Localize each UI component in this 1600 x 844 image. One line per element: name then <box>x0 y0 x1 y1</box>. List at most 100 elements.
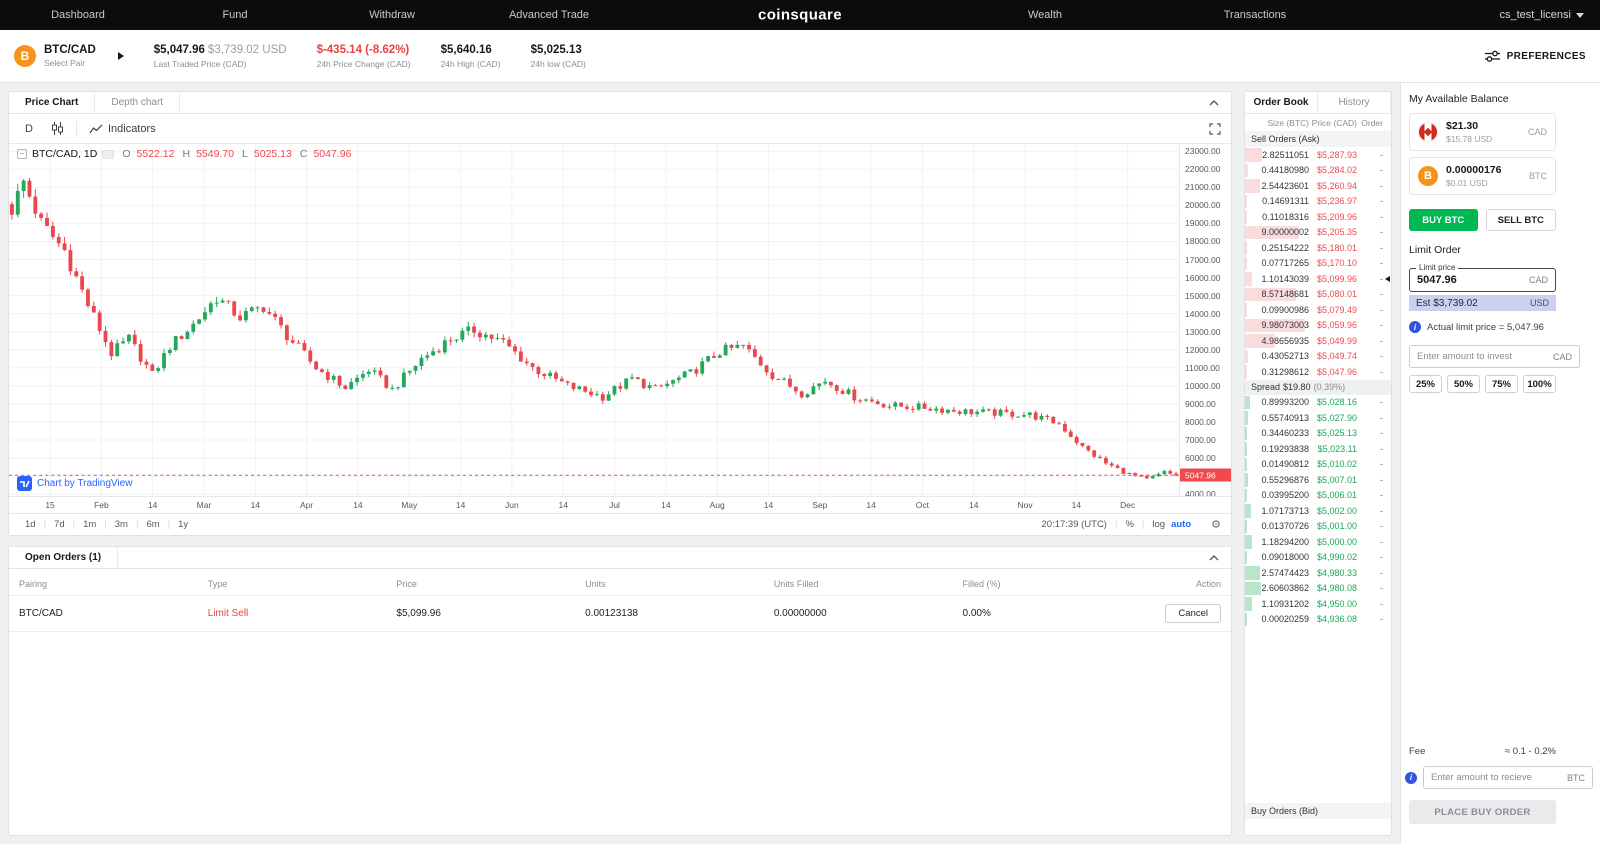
order-book-row[interactable]: 1.10143039 $5,099.96 - <box>1245 271 1391 287</box>
percent-100-button[interactable]: 100% <box>1523 375 1556 393</box>
order-book-row[interactable]: 0.03995200 $5,006.01 - <box>1245 488 1391 504</box>
order-book-row[interactable]: 0.31298612 $5,047.96 - <box>1245 364 1391 380</box>
nav-item-withdraw[interactable]: Withdraw <box>369 9 415 21</box>
receive-amount-input[interactable] <box>1431 772 1563 783</box>
order-book-row[interactable]: 0.09900986 $5,079.49 - <box>1245 302 1391 318</box>
order-book-row[interactable]: 8.57148681 $5,080.01 - <box>1245 287 1391 303</box>
indicators-button[interactable]: Indicators <box>83 120 162 138</box>
tab-open-orders[interactable]: Open Orders (1) <box>9 547 119 568</box>
place-buy-order-button[interactable]: PLACE BUY ORDER <box>1409 800 1556 824</box>
order-price: $5,170.10 <box>1316 258 1357 269</box>
y-axis-tick: 7000.00 <box>1185 435 1216 446</box>
change-label: 24h Price Change (CAD) <box>316 58 411 69</box>
range-button-1m[interactable]: 1m <box>83 519 97 530</box>
auto-scale-button[interactable]: auto <box>1171 519 1192 530</box>
pair-expand-arrow-icon[interactable] <box>117 52 124 60</box>
order-price: $5,049.99 <box>1316 335 1357 346</box>
order-book-row[interactable]: 1.07173713 $5,002.00 - <box>1245 503 1391 519</box>
order-book-row[interactable]: 0.01370726 $5,001.00 - <box>1245 519 1391 535</box>
info-icon[interactable]: i <box>1409 321 1421 333</box>
nav-item-wealth[interactable]: Wealth <box>1027 9 1063 21</box>
legend-collapse-icon[interactable]: – <box>17 149 27 159</box>
limit-price-input[interactable] <box>1417 274 1525 286</box>
order-book-row[interactable]: 0.01490812 $5,010.02 - <box>1245 457 1391 473</box>
invest-field[interactable]: CAD <box>1409 345 1581 368</box>
pair-selector[interactable]: BTC/CAD Select Pair <box>44 44 96 68</box>
order-book-row[interactable]: 0.34460233 $5,025.13 - <box>1245 426 1391 442</box>
percent-scale-button[interactable]: % <box>1125 519 1134 530</box>
nav-item-transactions[interactable]: Transactions <box>1223 9 1287 21</box>
order-book-row[interactable]: 2.82511051 $5,287.93 - <box>1245 147 1391 163</box>
chart-y-axis[interactable]: 5047.96 23000.00 22000.00 21000.00 20000.00… <box>1179 144 1231 499</box>
info-icon[interactable]: i <box>1405 771 1417 784</box>
nav-item-dashboard[interactable]: Dashboard <box>51 9 105 21</box>
order-book-row[interactable]: 9.98073003 $5,059.96 - <box>1245 318 1391 334</box>
order-book-row[interactable]: 2.60603862 $4,980.08 - <box>1245 581 1391 597</box>
chart-settings-gear-icon[interactable]: ⚙ <box>1211 519 1221 531</box>
order-book-row[interactable]: 2.54423601 $5,260.94 - <box>1245 178 1391 194</box>
col-price: Price (CAD) <box>1311 118 1357 128</box>
cancel-order-button[interactable]: Cancel <box>1165 604 1221 623</box>
log-scale-button[interactable]: log <box>1152 519 1166 530</box>
order-book-row[interactable]: 0.14691311 $5,236.97 - <box>1245 194 1391 210</box>
x-axis-tick: 14 <box>455 500 466 510</box>
order-book-row[interactable]: 2.57474423 $4,980.33 - <box>1245 565 1391 581</box>
range-button-6m[interactable]: 6m <box>146 519 160 530</box>
range-button-1y[interactable]: 1y <box>178 519 189 530</box>
sell-btc-button[interactable]: SELL BTC <box>1485 209 1556 231</box>
range-button-3m[interactable]: 3m <box>114 519 128 530</box>
fee-row: Fee ≈ 0.1 - 0.2% <box>1409 746 1556 757</box>
percent-50-button[interactable]: 50% <box>1447 375 1480 393</box>
order-book-row[interactable]: 0.55740913 $5,027.90 - <box>1245 410 1391 426</box>
fullscreen-icon[interactable] <box>1209 122 1221 135</box>
order-book-row[interactable]: 0.11018316 $5,209.96 - <box>1245 209 1391 225</box>
receive-field[interactable]: BTC <box>1423 766 1593 789</box>
preferences-button[interactable]: PREFERENCES <box>1484 50 1586 62</box>
order-book-row[interactable]: 0.09018000 $4,990.02 - <box>1245 550 1391 566</box>
limit-price-field[interactable]: Limit price CAD <box>1409 263 1556 292</box>
order-book-row[interactable]: 0.00020259 $4,936.08 - <box>1245 612 1391 628</box>
depth-bar <box>1245 225 1299 239</box>
order-book-row[interactable]: 0.25154222 $5,180.01 - <box>1245 240 1391 256</box>
order-book-row[interactable]: 0.43052713 $5,049.74 - <box>1245 349 1391 365</box>
invest-amount-input[interactable] <box>1417 351 1549 362</box>
tradingview-attribution[interactable]: Chart by TradingView <box>17 476 132 491</box>
tab-order-book[interactable]: Order Book <box>1245 92 1318 113</box>
order-book-row[interactable]: 0.07717265 $5,170.10 - <box>1245 256 1391 272</box>
x-axis-tick: Mar <box>196 500 212 510</box>
collapse-chart-icon[interactable] <box>1209 92 1219 113</box>
collapse-orders-icon[interactable] <box>1209 547 1219 568</box>
chart-plot-area[interactable]: – BTC/CAD, 1D O 5522.12 H 5549.70 L 5025.13… <box>9 144 1179 496</box>
candlestick-style-button[interactable] <box>45 119 70 138</box>
actual-price-text: Actual limit price = 5,047.96 <box>1427 321 1544 333</box>
buy-btc-button[interactable]: BUY BTC <box>1409 209 1478 231</box>
order-book-row[interactable]: 4.98656935 $5,049.99 - <box>1245 333 1391 349</box>
percent-75-button[interactable]: 75% <box>1485 375 1518 393</box>
account-menu[interactable]: cs_test_licensi <box>1499 9 1584 21</box>
x-axis-tick: 14 <box>763 500 774 510</box>
depth-bar <box>1245 395 1251 409</box>
depth-bar <box>1245 210 1247 224</box>
range-button-7d[interactable]: 7d <box>54 519 65 530</box>
order-book-row[interactable]: 0.44180980 $5,284.02 - <box>1245 163 1391 179</box>
nav-item-advanced-trade[interactable]: Advanced Trade <box>508 9 590 21</box>
range-button-1d[interactable]: 1d <box>25 519 36 530</box>
bid-section-header[interactable]: Buy Orders (Bid) <box>1245 803 1391 819</box>
interval-button[interactable]: D <box>19 120 39 138</box>
tab-depth-chart[interactable]: Depth chart <box>95 92 181 113</box>
percent-25-button[interactable]: 25% <box>1409 375 1442 393</box>
order-book-row[interactable]: 0.19293838 $5,023.11 - <box>1245 441 1391 457</box>
chart-x-axis[interactable]: 15 Feb 14 Mar 14 Apr 14 May 14 Jun 14 Jul 14 Aug 14 Sep… <box>9 496 1231 513</box>
limit-price-label: Limit price <box>1416 263 1459 272</box>
order-book-row[interactable]: 0.55296876 $5,007.01 - <box>1245 472 1391 488</box>
order-book-row[interactable]: 1.10931202 $4,950.00 - <box>1245 596 1391 612</box>
tab-history[interactable]: History <box>1318 92 1391 113</box>
tab-price-chart[interactable]: Price Chart <box>9 92 96 113</box>
order-book-row[interactable]: 0.89993200 $5,028.16 - <box>1245 395 1391 411</box>
nav-item-fund[interactable]: Fund <box>222 9 248 21</box>
chart-clock[interactable]: 20:17:39 (UTC) <box>1041 519 1107 530</box>
order-flag: - <box>1380 165 1383 176</box>
order-book-row[interactable]: 1.18294200 $5,000.00 - <box>1245 534 1391 550</box>
y-axis-tick: 9000.00 <box>1185 398 1216 409</box>
order-book-row[interactable]: 9.00000002 $5,205.35 - <box>1245 225 1391 241</box>
